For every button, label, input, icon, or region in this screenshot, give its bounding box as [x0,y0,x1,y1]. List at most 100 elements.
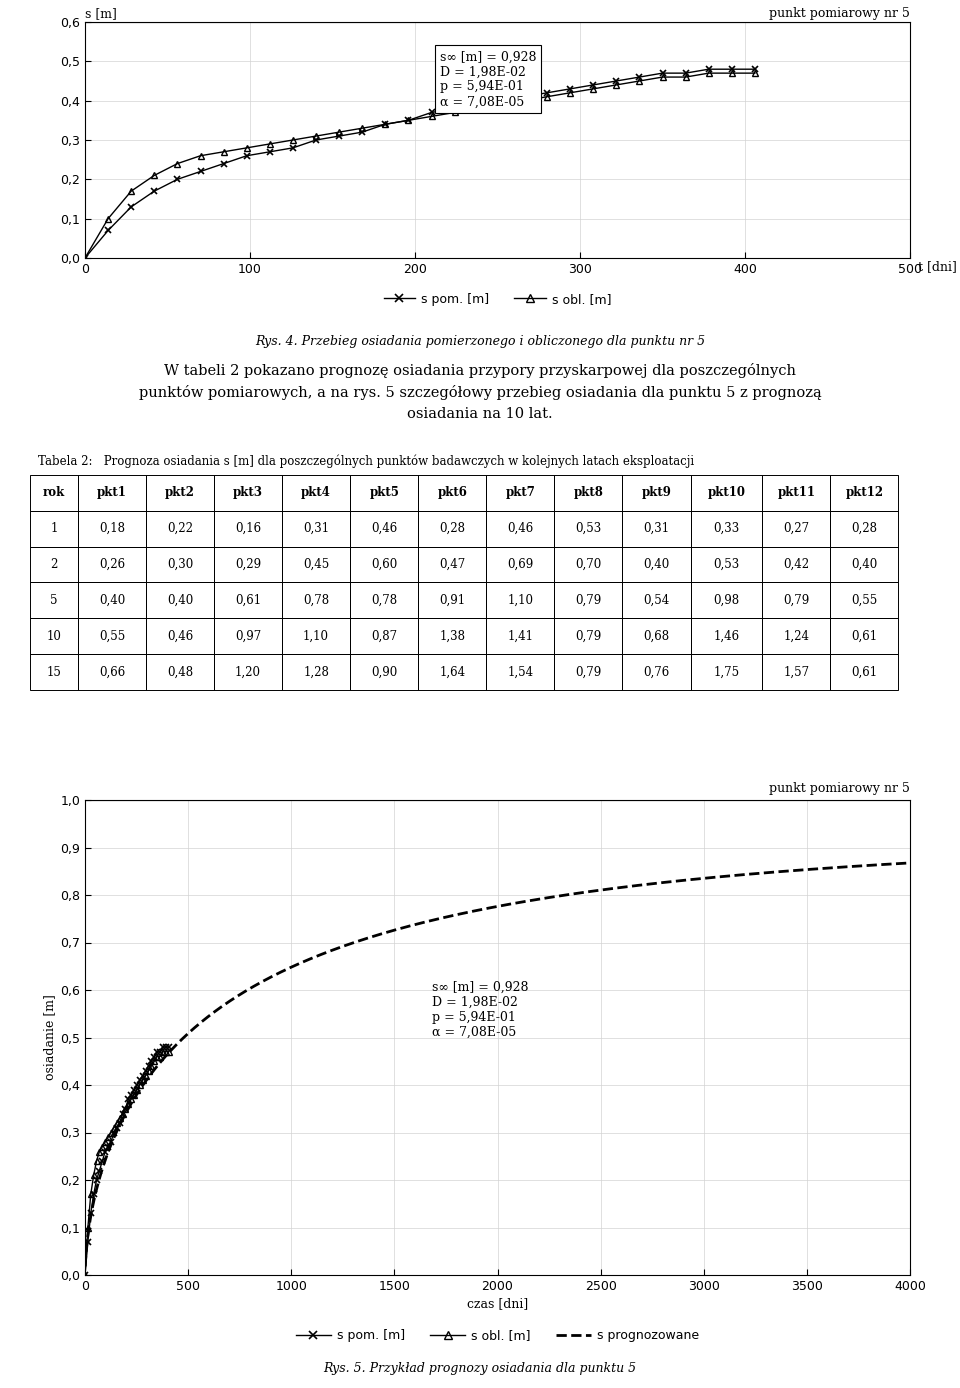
Text: 0,29: 0,29 [235,558,261,570]
Text: 5: 5 [50,594,58,607]
Text: 1,28: 1,28 [303,666,329,679]
Text: pkt7: pkt7 [505,486,536,500]
Bar [78,583,146,618]
Text: 0,31: 0,31 [303,522,329,536]
Text: 0,40: 0,40 [643,558,670,570]
Text: 1,20: 1,20 [235,666,261,679]
Text: 0,18: 0,18 [99,522,125,536]
Bar [762,511,830,547]
Bar [555,547,622,583]
Text: 1,64: 1,64 [440,666,466,679]
Bar [282,547,350,583]
Bar [830,475,899,511]
Text: s [m]: s [m] [85,7,117,19]
Bar [282,583,350,618]
Text: 0,78: 0,78 [303,594,329,607]
Text: s∞ [m] = 0,928
D = 1,98E-02
p = 5,94E-01
α = 7,08E-05: s∞ [m] = 0,928 D = 1,98E-02 p = 5,94E-01… [431,980,528,1038]
Bar [830,547,899,583]
Bar [419,654,487,690]
Text: 0,79: 0,79 [575,630,602,643]
Text: 1,10: 1,10 [303,630,329,643]
Bar [30,475,78,511]
Text: 1,38: 1,38 [440,630,466,643]
Bar [282,654,350,690]
Text: 1: 1 [50,522,58,536]
Text: 1,75: 1,75 [713,666,739,679]
Text: W tabeli 2 pokazano prognozę osiadania przypory przyskarpowej dla poszczególnych: W tabeli 2 pokazano prognozę osiadania p… [164,364,796,378]
Text: 1,41: 1,41 [507,630,534,643]
Text: punktów pomiarowych, a na rys. 5 szczegółowy przebieg osiadania dla punktu 5 z p: punktów pomiarowych, a na rys. 5 szczegó… [138,384,822,400]
Text: 0,79: 0,79 [783,594,809,607]
Text: 0,61: 0,61 [235,594,261,607]
Text: Rys. 4. Przebieg osiadania pomierzonego i obliczonego dla punktu nr 5: Rys. 4. Przebieg osiadania pomierzonego … [255,335,705,348]
Bar [487,475,555,511]
Bar [350,618,419,654]
Text: osiadania na 10 lat.: osiadania na 10 lat. [407,407,553,421]
Text: 0,53: 0,53 [713,558,739,570]
Bar [419,618,487,654]
Bar [487,583,555,618]
Text: 0,69: 0,69 [507,558,534,570]
Bar [555,583,622,618]
Bar [146,475,214,511]
Text: 0,55: 0,55 [852,594,877,607]
Bar [350,583,419,618]
Text: pkt10: pkt10 [708,486,746,500]
Text: rok: rok [43,486,65,500]
Text: 0,33: 0,33 [713,522,739,536]
Text: 15: 15 [46,666,61,679]
Text: 0,61: 0,61 [852,666,877,679]
Text: 0,42: 0,42 [783,558,809,570]
Bar [78,475,146,511]
Text: pkt5: pkt5 [370,486,399,500]
Bar [214,547,282,583]
Bar [762,618,830,654]
Bar [690,583,762,618]
Text: 0,16: 0,16 [235,522,261,536]
Bar [30,547,78,583]
Bar [622,511,690,547]
Text: 0,26: 0,26 [99,558,125,570]
Text: 0,40: 0,40 [167,594,193,607]
Bar [830,654,899,690]
Bar [555,511,622,547]
Bar [30,618,78,654]
Text: 0,46: 0,46 [507,522,534,536]
Text: 0,78: 0,78 [372,594,397,607]
Bar [30,583,78,618]
Text: pkt1: pkt1 [97,486,127,500]
Bar [214,475,282,511]
Bar [419,547,487,583]
Text: 0,91: 0,91 [440,594,466,607]
Bar [419,511,487,547]
Bar [78,511,146,547]
Text: 0,22: 0,22 [167,522,193,536]
Text: 10: 10 [46,630,61,643]
Bar [762,583,830,618]
Text: 0,40: 0,40 [852,558,877,570]
Bar [146,618,214,654]
Bar [282,618,350,654]
Bar [78,654,146,690]
Bar [830,583,899,618]
Bar [690,654,762,690]
Text: 0,90: 0,90 [372,666,397,679]
Y-axis label: osiadanie [m]: osiadanie [m] [43,995,56,1080]
Bar [146,654,214,690]
Bar [690,511,762,547]
Text: 0,28: 0,28 [852,522,877,536]
Text: 0,53: 0,53 [575,522,602,536]
Text: 0,61: 0,61 [852,630,877,643]
Text: s∞ [m] = 0,928
D = 1,98E-02
p = 5,94E-01
α = 7,08E-05: s∞ [m] = 0,928 D = 1,98E-02 p = 5,94E-01… [440,50,537,108]
Text: pkt11: pkt11 [778,486,815,500]
Bar [487,547,555,583]
Text: 0,31: 0,31 [643,522,669,536]
X-axis label: czas [dni]: czas [dni] [467,1296,528,1310]
Bar [487,618,555,654]
Text: pkt4: pkt4 [301,486,331,500]
Text: 0,60: 0,60 [372,558,397,570]
Bar [350,654,419,690]
Text: 0,87: 0,87 [372,630,397,643]
Bar [690,475,762,511]
Bar [214,654,282,690]
